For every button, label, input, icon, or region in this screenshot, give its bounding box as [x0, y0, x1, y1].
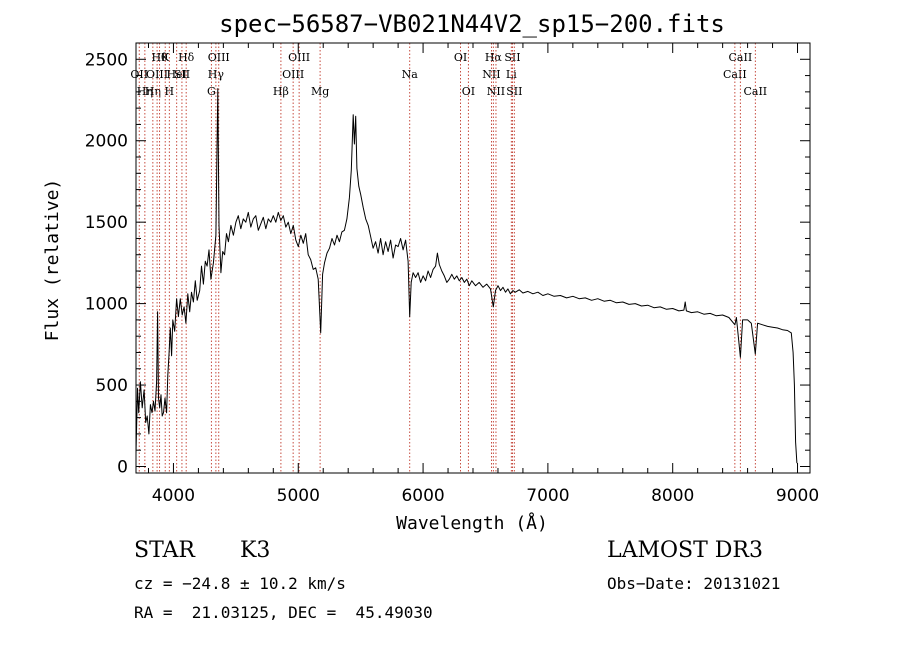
object-class: STAR — [134, 538, 195, 563]
chart-title: spec−56587−VB021N44V2_sp15−200.fits — [219, 10, 725, 38]
x-tick-label-5000: 5000 — [277, 486, 320, 506]
line-label-1: Hη — [137, 85, 153, 98]
line-label-12: OIII — [208, 51, 230, 64]
spectral-line-markers: OIIHηHηOIIIHθKHHeISIIHδGHγOIIIHβOIIIOIII… — [130, 43, 767, 473]
y-axis-label: Flux (relative) — [42, 179, 63, 342]
y-tick-label-1000: 1000 — [85, 295, 128, 315]
line-label-20: NII — [482, 68, 500, 81]
line-label-13: Hβ — [273, 85, 289, 98]
x-axis-ticks: 4000 5000 6000 7000 8000 9000 — [147, 43, 819, 506]
line-label-11: Hγ — [208, 68, 225, 81]
line-label-2: Hη — [145, 85, 161, 98]
line-label-10: G — [207, 85, 216, 98]
y-tick-label-2500: 2500 — [85, 50, 128, 70]
line-label-3: OIII — [146, 68, 168, 81]
y-tick-label-0: 0 — [117, 457, 128, 477]
line-label-26: CaII — [723, 68, 747, 81]
line-label-28: CaII — [743, 85, 767, 98]
y-tick-label-500: 500 — [96, 376, 128, 396]
line-label-23: Li — [506, 68, 517, 81]
series-line-flux — [135, 88, 798, 464]
line-label-8: SII — [174, 68, 190, 81]
line-label-16: Mg — [311, 85, 329, 98]
line-label-18: OI — [454, 51, 467, 64]
y-axis-ticks: 0 500 1000 1500 2000 2500 — [85, 42, 810, 477]
coordinates-text: RA = 21.03125, DEC = 45.49030 — [134, 603, 433, 622]
x-tick-label-8000: 8000 — [651, 486, 694, 506]
line-label-21: Hα — [485, 51, 503, 64]
x-tick-label-4000: 4000 — [152, 486, 195, 506]
flux-series — [135, 88, 798, 464]
x-tick-label-6000: 6000 — [401, 486, 444, 506]
obs-date-text: Obs−Date: 20131021 — [607, 574, 781, 593]
x-tick-label-9000: 9000 — [776, 486, 819, 506]
line-label-0: OII — [130, 68, 148, 81]
y-tick-label-2000: 2000 — [85, 132, 128, 152]
line-label-17: Na — [402, 68, 419, 81]
x-axis-label: Wavelength (Å) — [396, 512, 548, 534]
line-label-9: Hδ — [178, 51, 195, 64]
line-label-19: OI — [462, 85, 475, 98]
survey-name: LAMOST DR3 — [607, 538, 763, 563]
line-label-14: OIII — [282, 68, 304, 81]
line-label-24: SII — [504, 51, 520, 64]
y-tick-label-1500: 1500 — [85, 213, 128, 233]
redshift-text: cz = −24.8 ± 10.2 km/s — [134, 574, 346, 593]
line-label-27: CaII — [729, 51, 753, 64]
plot-frame — [135, 42, 811, 474]
line-label-5: K — [161, 51, 170, 64]
line-label-15: OIII — [288, 51, 310, 64]
line-label-25: SII — [506, 85, 522, 98]
object-subclass: K3 — [240, 538, 271, 563]
x-tick-label-7000: 7000 — [526, 486, 569, 506]
line-label-4: Hθ — [151, 51, 168, 64]
line-label-6: H — [165, 85, 175, 98]
line-label-22: NII — [487, 85, 505, 98]
